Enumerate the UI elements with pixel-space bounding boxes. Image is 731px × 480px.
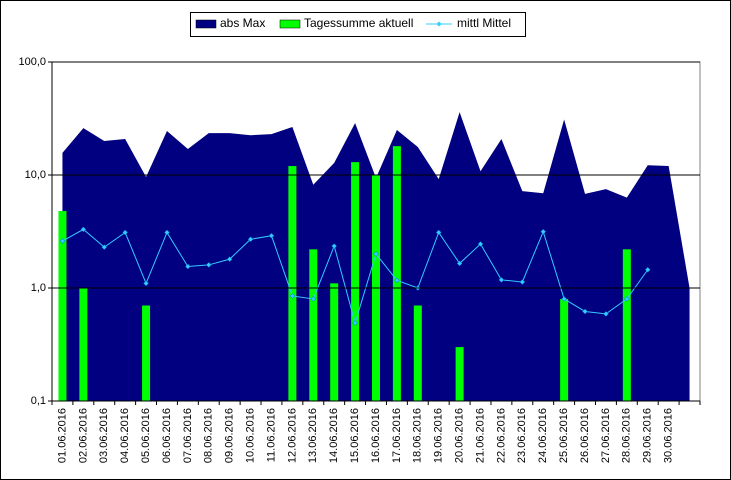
x-tick-label: 22.06.2016 bbox=[495, 408, 507, 463]
x-tick-label: 16.06.2016 bbox=[370, 408, 382, 463]
bar bbox=[455, 347, 464, 401]
x-tick-label: 12.06.2016 bbox=[286, 408, 298, 463]
legend-box bbox=[190, 12, 526, 37]
marker bbox=[247, 236, 254, 243]
marker bbox=[331, 243, 338, 249]
legend: abs Max Tagessumme aktuell mittl Mittel bbox=[190, 12, 526, 37]
legend-swatch bbox=[195, 19, 217, 29]
x-tick-label: 07.06.2016 bbox=[182, 408, 194, 463]
legend-swatch bbox=[279, 19, 301, 29]
bar bbox=[58, 211, 67, 401]
x-tick-label: 10.06.2016 bbox=[244, 408, 256, 463]
y-tick-label: 1,0 bbox=[31, 282, 46, 294]
marker bbox=[122, 229, 129, 236]
x-tick-label: 01.06.2016 bbox=[56, 408, 68, 463]
x-tick-label: 28.06.2016 bbox=[621, 408, 633, 463]
legend-swatch bbox=[436, 21, 442, 27]
x-tick-label: 15.06.2016 bbox=[349, 408, 361, 463]
marker bbox=[352, 320, 358, 326]
x-tick-label: 06.06.2016 bbox=[161, 408, 173, 463]
x-tick-label: 17.06.2016 bbox=[391, 408, 403, 463]
marker bbox=[164, 229, 170, 236]
x-tick-label: 21.06.2016 bbox=[474, 408, 486, 463]
marker bbox=[310, 296, 317, 302]
x-tick-label: 30.06.2016 bbox=[663, 408, 675, 463]
marker bbox=[59, 238, 66, 244]
x-tick-label: 29.06.2016 bbox=[642, 408, 654, 463]
marker bbox=[477, 241, 484, 247]
x-tick-label: 19.06.2016 bbox=[433, 408, 445, 463]
marker bbox=[101, 244, 108, 250]
marker bbox=[289, 293, 296, 299]
bar bbox=[560, 298, 569, 401]
bar bbox=[79, 288, 88, 401]
marker bbox=[498, 277, 505, 283]
x-tick-label: 26.06.2016 bbox=[579, 408, 591, 463]
marker bbox=[540, 228, 547, 235]
marker bbox=[143, 280, 149, 287]
y-tick-label: 10,0 bbox=[25, 169, 46, 181]
marker bbox=[644, 266, 651, 273]
marker bbox=[561, 296, 567, 302]
x-tick-label: 23.06.2016 bbox=[516, 408, 528, 463]
x-tick-label: 09.06.2016 bbox=[224, 408, 236, 463]
bar bbox=[288, 166, 297, 401]
marker bbox=[226, 256, 233, 263]
y-tick-label: 0,1 bbox=[31, 395, 46, 407]
x-tick-label: 25.06.2016 bbox=[558, 408, 570, 463]
x-tick-label: 20.06.2016 bbox=[454, 408, 466, 463]
marker bbox=[205, 262, 212, 268]
x-tick-label: 03.06.2016 bbox=[98, 408, 110, 463]
legend-label: Tagessumme aktuell bbox=[304, 16, 413, 30]
marker bbox=[268, 232, 275, 239]
marker bbox=[519, 279, 526, 285]
x-tick-label: 04.06.2016 bbox=[119, 408, 131, 463]
legend-label: abs Max bbox=[220, 16, 265, 30]
x-tick-label: 05.06.2016 bbox=[140, 408, 152, 463]
bar bbox=[330, 283, 339, 401]
marker bbox=[394, 277, 400, 284]
x-tick-label: 02.06.2016 bbox=[77, 408, 89, 463]
x-tick-label: 11.06.2016 bbox=[265, 408, 277, 462]
marker bbox=[373, 251, 379, 257]
x-tick-label: 13.06.2016 bbox=[307, 408, 319, 463]
bar bbox=[351, 162, 360, 401]
x-tick-label: 24.06.2016 bbox=[537, 408, 549, 463]
marker bbox=[603, 311, 609, 317]
x-tick-label: 08.06.2016 bbox=[203, 408, 215, 463]
legend-label: mittl Mittel bbox=[457, 16, 511, 30]
bar bbox=[622, 249, 631, 401]
bar bbox=[309, 249, 318, 401]
marker bbox=[185, 263, 191, 270]
bar bbox=[392, 146, 401, 401]
marker bbox=[435, 229, 442, 236]
x-tick-label: 27.06.2016 bbox=[600, 408, 612, 463]
x-tick-label: 14.06.2016 bbox=[328, 408, 340, 463]
bar bbox=[142, 305, 151, 401]
x-tick-label: 18.06.2016 bbox=[412, 408, 424, 463]
marker bbox=[582, 308, 588, 315]
y-tick-label: 100,0 bbox=[18, 56, 46, 68]
bar bbox=[413, 305, 422, 401]
marker bbox=[80, 226, 87, 233]
marker bbox=[456, 260, 463, 267]
marker bbox=[623, 296, 630, 302]
